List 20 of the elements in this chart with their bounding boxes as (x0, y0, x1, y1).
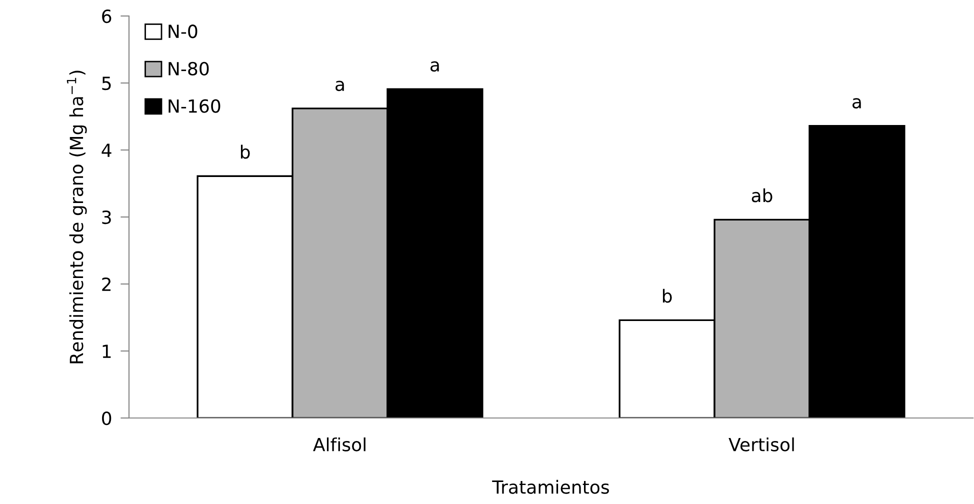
y-tick-label: 1 (102, 344, 111, 358)
annotation: b (662, 288, 672, 303)
x-axis-title: Tratamientos (492, 480, 609, 494)
y-tick-label: 6 (102, 9, 112, 24)
x-tick-label: Vertisol (728, 437, 794, 452)
annotation: a (852, 98, 861, 108)
legend-label: N-0 (168, 24, 198, 38)
y-tick-label: 5 (102, 76, 111, 90)
x-tick-label: Alfisol (313, 437, 366, 452)
y-tick-label: 2 (102, 277, 111, 291)
y-tick-label: 3 (102, 210, 111, 224)
y-tick-label: 4 (102, 144, 112, 157)
annotation: a (336, 80, 344, 92)
y-tick-label: 0 (102, 411, 112, 426)
annotation: ab (752, 188, 772, 202)
annotation: b (240, 144, 250, 159)
legend-label: N-80 (168, 62, 209, 76)
y-axis-title: Rendimiento de grano (Mg ha$^{−1}$) (66, 70, 87, 364)
legend-label: N-160 (168, 99, 220, 113)
annotation: a (430, 61, 439, 72)
